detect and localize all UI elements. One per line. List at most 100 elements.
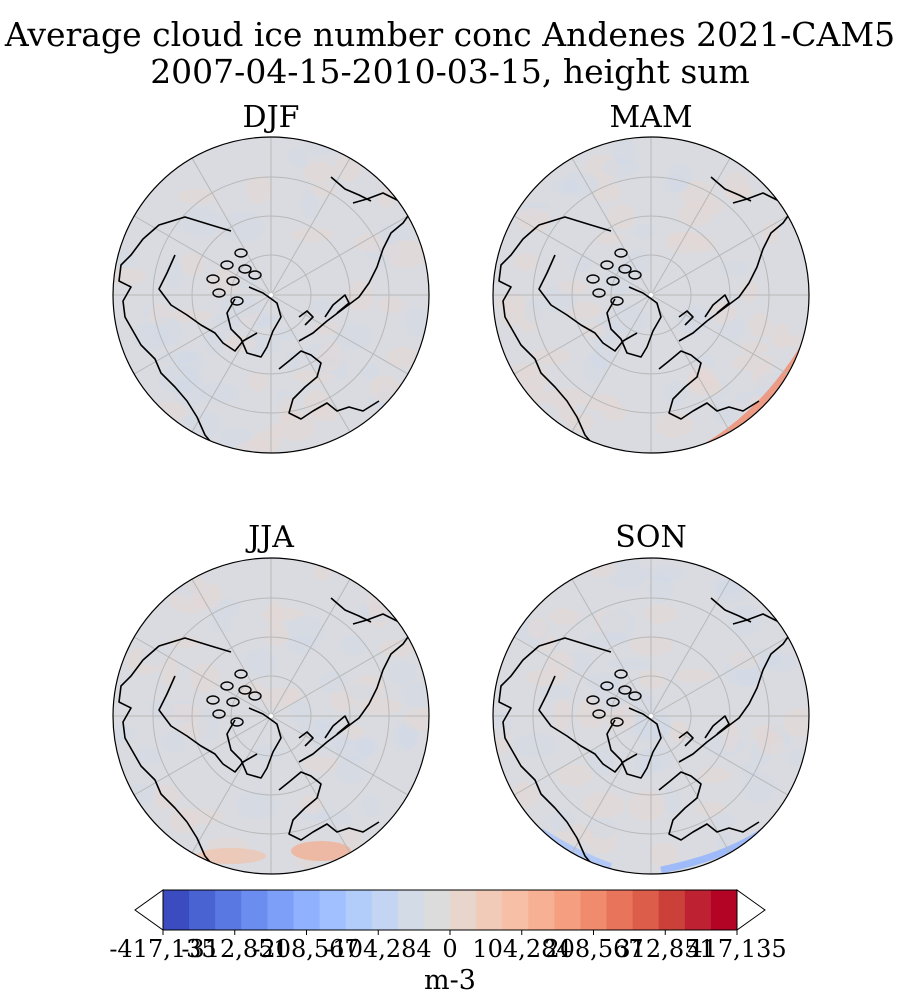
island-coastline [592,288,606,298]
island-coastline [586,695,600,705]
colorbar-segment [684,890,712,930]
field-patch [276,389,293,408]
field-patch [516,207,551,233]
island-coastline [226,276,240,286]
field-patch [180,253,205,276]
field-patch [278,396,298,422]
field-patch [714,812,735,831]
field-patch [260,687,296,708]
field-patch [582,322,607,338]
field-patch [783,707,809,738]
coastline [606,286,662,358]
island-coastline [614,669,628,679]
colorbar-tick-label: -312,851 [181,935,289,963]
field-patch [582,792,626,818]
field-patch [551,179,580,194]
field-patch [311,405,340,422]
field-patch [360,363,380,379]
field-patch [177,188,217,204]
field-patch [291,369,336,384]
field-patch [235,439,278,453]
island-coastline [220,260,234,270]
field-patch [317,356,348,381]
coastline [538,254,638,352]
field-patch [152,316,183,347]
field-patch [742,761,761,779]
field-patch [531,347,571,365]
field-patch [305,138,336,155]
colorbar-segment [502,890,529,930]
meridian-line [270,215,409,296]
north-pole-marker [649,714,653,718]
field-patch [392,721,419,751]
island-coastline [248,691,262,701]
field-patch [520,201,549,216]
field-patch [384,240,427,269]
north-pole-marker [269,293,273,297]
field-patch [556,764,594,786]
field-patch [639,669,666,690]
field-patch [285,351,302,370]
field-patch [516,304,540,333]
field-patch [751,365,775,389]
field-patch [641,745,674,771]
coastline [158,254,258,352]
field-patch [757,732,784,755]
field-patch [649,572,673,603]
field-patch [330,683,357,713]
island-coastline [592,709,606,719]
field-patch [218,427,254,451]
field-patch [170,635,202,648]
field-patch [397,722,419,749]
field-patch [273,328,298,341]
colorbar-tick-label: 312,851 [615,935,715,963]
meridian-line [650,715,731,854]
field-patch [297,806,330,822]
field-patch [247,372,269,392]
field-patch [742,773,776,803]
colorbar-tick-label: -104,284 [324,935,432,963]
field-patch [245,175,273,204]
field-patch [153,784,180,809]
field-patch [177,349,204,378]
field-patch [689,360,712,389]
coastline [226,707,282,779]
panel-title-son: SON [615,520,687,555]
meridian-line [133,715,272,796]
field-patch [241,311,262,325]
meridian-line [513,294,652,375]
island-coastline [628,691,642,701]
field-patch [526,669,567,686]
island-coastline [234,669,248,679]
coastline [298,613,414,763]
coastline [678,731,694,747]
meridian-line [270,715,351,854]
map-boundary [492,557,810,875]
field-patch [235,790,278,820]
colorbar-segment [423,890,451,930]
meridian-line [270,636,409,717]
field-patch [207,268,242,294]
field-patch [511,782,539,809]
coastline [278,350,380,420]
field-patch [388,660,417,686]
field-patch [358,697,402,715]
field-patch [541,285,578,314]
field-patch [713,401,738,424]
colorbar-tick-label: -417,135 [109,935,217,963]
field-patch [665,174,686,194]
meridian-line [650,636,789,717]
field-patch [735,662,761,687]
field-patch [586,631,630,648]
field-patch [731,353,774,372]
field-patch [315,811,355,826]
field-patch [361,794,380,818]
coastline [158,675,258,773]
field-patch [317,342,344,372]
map-boundary [112,136,430,454]
field-patch [570,253,593,273]
coastline [226,286,282,358]
field-patch [677,202,713,227]
coastline [298,731,314,747]
colorbar-segment [632,890,660,930]
